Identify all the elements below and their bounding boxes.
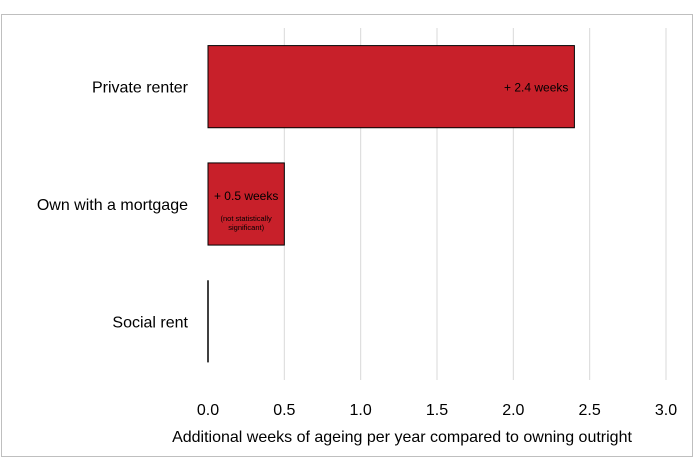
x-tick-labels: 0.0 0.5 1.0 1.5 2.0 2.5 3.0	[197, 402, 677, 419]
x-tick-label: 0.0	[197, 402, 219, 419]
category-label: Private renter	[92, 80, 189, 97]
x-tick-label: 2.5	[579, 402, 601, 419]
bars	[207, 45, 575, 363]
x-tick-label: 1.0	[350, 402, 372, 419]
x-tick-label: 2.0	[502, 402, 524, 419]
data-label: + 0.5 weeks	[214, 189, 278, 203]
category-label: Social rent	[112, 314, 188, 331]
category-label: Own with a mortgage	[37, 197, 188, 214]
x-tick-label: 3.0	[655, 402, 677, 419]
bar	[207, 45, 575, 129]
data-label: + 2.4 weeks	[504, 81, 568, 95]
bar	[207, 162, 285, 246]
x-tick-label: 1.5	[426, 402, 448, 419]
x-axis-title: Additional weeks of ageing per year comp…	[172, 429, 632, 446]
x-tick-label: 0.5	[273, 402, 295, 419]
data-note: significant)	[228, 223, 264, 232]
data-note: (not statistically	[221, 214, 273, 223]
data-labels: + 2.4 weeks + 0.5 weeks (not statistically…	[214, 81, 568, 232]
category-labels: Private renter Own with a mortgage Social …	[37, 80, 189, 332]
